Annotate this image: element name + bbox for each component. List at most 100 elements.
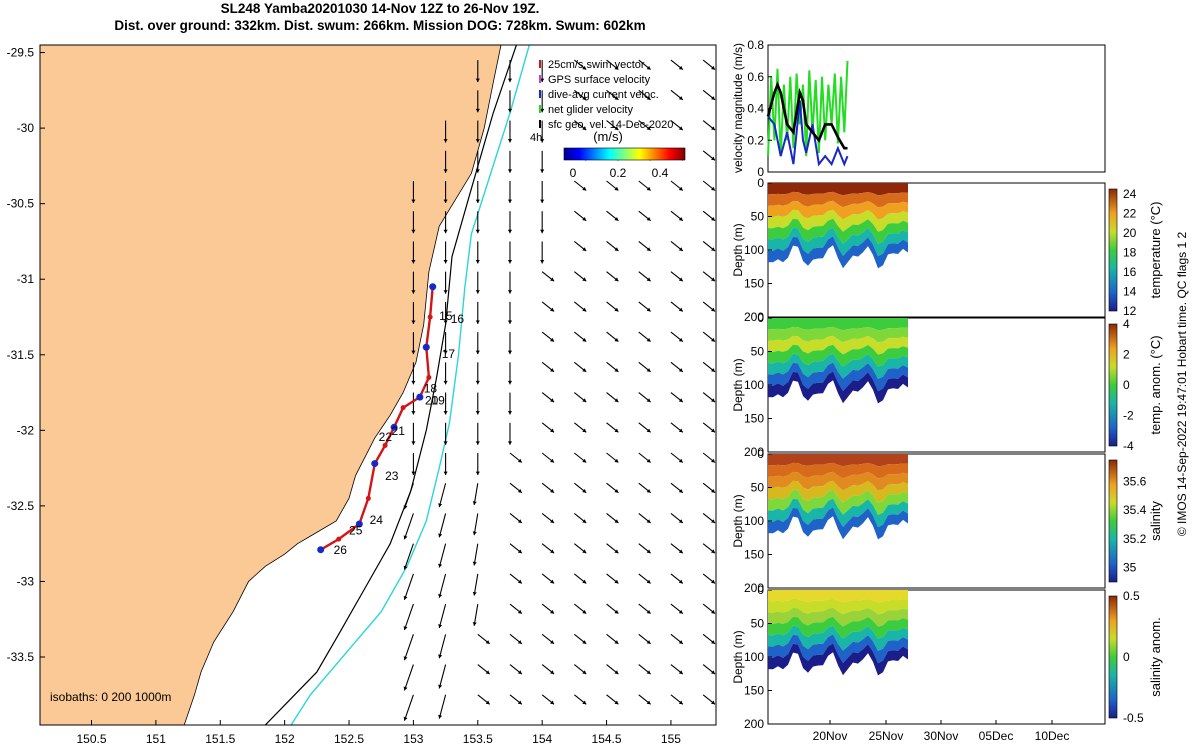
velocity-arrowhead: [646, 458, 651, 463]
day-label: 15: [439, 309, 453, 323]
velocity-arrow: [473, 483, 479, 506]
velocity-arrowhead: [540, 229, 545, 234]
velocity-arrowhead: [411, 380, 416, 385]
velocity-arrowhead: [646, 549, 651, 554]
section-colorbar-tick: 16: [1123, 265, 1137, 279]
section-y-tick-label: 200: [744, 581, 764, 595]
velocity-arrowhead: [507, 139, 513, 143]
velocity-arrow: [438, 543, 447, 568]
section-colorbar-tick: 20: [1123, 226, 1137, 240]
velocity-arrowhead: [711, 458, 715, 463]
section-colorbar-tick: 35.2: [1123, 532, 1147, 546]
velocity-arrowhead: [678, 307, 683, 312]
dive-marker: [336, 536, 342, 542]
velocity-arrowhead: [507, 229, 513, 234]
velocity-arrow: [403, 634, 414, 661]
section-y-tick-label: 50: [751, 481, 765, 495]
velocity-arrowhead: [582, 398, 587, 403]
velocity-arrowhead: [550, 337, 555, 342]
velocity-arrowhead: [550, 307, 555, 312]
section-y-tick-label: 150: [744, 412, 764, 426]
velocity-arrowhead: [711, 126, 715, 131]
dive-marker: [427, 314, 433, 320]
velocity-arrowhead: [711, 337, 715, 342]
velocity-arrowhead: [646, 428, 651, 433]
velocity-arrowhead: [443, 441, 448, 445]
velocity-arrowhead: [411, 350, 416, 355]
velocity-arrowhead: [646, 609, 651, 614]
map-y-tick-label: -32.5: [7, 499, 35, 513]
velocity-arrowhead: [443, 411, 448, 415]
section-colorbar-tick: 18: [1123, 245, 1137, 259]
dive-markers: [317, 283, 437, 554]
time-tick-label: 20Nov: [813, 729, 848, 743]
dive-marker: [400, 405, 406, 411]
section-layer: [768, 489, 908, 515]
section-layer: [768, 344, 908, 367]
map-x-tick-label: 155: [661, 732, 681, 746]
velocity-arrowhead: [475, 169, 480, 173]
velocity-arrowhead: [443, 471, 448, 475]
velocity-arrowhead: [711, 488, 715, 493]
section-panel: 0 50 100 150 200 Depth (m) 0.5 0 -0.5 salinity an…: [731, 583, 1163, 731]
title-line-2: Dist. over ground: 332km. Dist. swum: 26…: [114, 18, 646, 33]
map-y-tick-label: -31.5: [7, 348, 35, 362]
velocity-arrowhead: [475, 78, 480, 83]
velocity-arrowhead: [472, 531, 477, 536]
dive-marker: [317, 546, 325, 554]
legend-label: sfc geo. vel. 14-Dec-2020: [548, 119, 673, 131]
section-y-tick-label: 100: [744, 650, 764, 664]
velocity-arrowhead: [614, 126, 619, 131]
section-y-tick-label: 100: [744, 378, 764, 392]
velocity-series: [766, 60, 849, 167]
velocity-arrowhead: [582, 277, 587, 282]
day-label: 21: [392, 424, 406, 438]
velocity-arrowhead: [646, 700, 651, 705]
velocity-panel: 0 0.2 0.4 0.6 0.8 velocity magnitude (m/s): [731, 38, 1106, 179]
velocity-arrowhead: [403, 505, 408, 510]
velocity-arrowhead: [614, 428, 619, 433]
velocity-arrowhead: [550, 277, 555, 282]
day-label: 18: [424, 382, 438, 396]
map-x-tick-label: 152.5: [334, 732, 364, 746]
dive-marker: [355, 520, 363, 528]
velocity-arrowhead: [550, 398, 555, 403]
velocity-arrowhead: [517, 700, 522, 705]
velocity-arrowhead: [711, 579, 715, 584]
velocity-arrowhead: [403, 535, 408, 540]
velocity-arrowhead: [582, 428, 587, 433]
section-layer: [768, 236, 908, 269]
section-y-tick-label: 0: [757, 583, 764, 597]
velocity-arrowhead: [711, 96, 715, 100]
velocity-arrowhead: [582, 519, 587, 523]
velocity-arrowhead: [646, 640, 651, 644]
velocity-arrowhead: [646, 96, 651, 100]
section-ylabel: Depth (m): [731, 223, 745, 276]
velocity-arrowhead: [411, 229, 416, 234]
legend-label: net glider velocity: [548, 104, 633, 116]
section-layer: [768, 183, 908, 196]
section-layer: [768, 454, 908, 467]
section-layer: [768, 471, 908, 491]
section-y-tick-label: 0: [757, 447, 764, 461]
map-y-tick-label: -32: [17, 423, 35, 437]
velocity-arrowhead: [614, 307, 619, 312]
section-colorbar: [1108, 595, 1118, 719]
velocity-arrowhead: [438, 593, 443, 598]
velocity-arrowhead: [472, 622, 477, 626]
section-y-tick-label: 50: [751, 345, 765, 359]
section-layer: [768, 218, 908, 244]
velocity-arrowhead: [711, 398, 715, 403]
velocity-arrow: [403, 513, 414, 540]
velocity-arrowhead: [438, 684, 443, 689]
velocity-arrowhead: [411, 260, 416, 264]
velocity-arrowhead: [411, 290, 416, 294]
section-layer: [768, 353, 908, 379]
dive-marker: [426, 374, 432, 380]
map-y-tick-label: -30.5: [7, 197, 35, 211]
velocity-arrow: [473, 573, 479, 596]
velocity-arrowhead: [614, 458, 619, 463]
velocity-arrowhead: [438, 503, 443, 508]
section-y-tick-label: 50: [751, 210, 765, 224]
section-y-tick-label: 0: [757, 311, 764, 325]
